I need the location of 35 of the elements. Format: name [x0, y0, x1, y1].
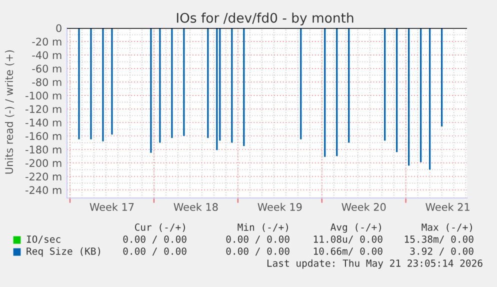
y-tick-label: -240 m [26, 186, 62, 194]
y-tick-label: -120 m [26, 105, 62, 114]
y-tick-label: -80 m [32, 78, 62, 86]
text: 0.00 / 0.00 [226, 235, 290, 244]
x-tick-label: Week 20 [342, 202, 386, 211]
y-tick-label: -20 m [32, 38, 62, 46]
text: Cur (-/+) [134, 223, 185, 232]
legend-label: IO/sec [26, 235, 60, 244]
text: 0.00 / 0.00 [226, 247, 290, 256]
y-tick-label: -220 m [26, 172, 62, 181]
text: Avg (-/+) [330, 223, 381, 233]
y-tick-label: 0 [56, 24, 62, 32]
x-tick-label: Week 18 [174, 202, 218, 211]
y-tick-label: -140 m [26, 118, 62, 127]
text: 0.00 / 0.00 [123, 247, 186, 256]
text: 10.66m/ 0.00 [314, 247, 382, 256]
text: Max (-/+) [422, 223, 472, 232]
y-tick-label: -180 m [26, 146, 62, 154]
legend-label: Req Size (KB) [26, 247, 100, 257]
text: Last update: Thu May 21 23:05:14 2026 [267, 259, 482, 269]
y-axis-title: Units read (-) / write (+) [4, 50, 14, 174]
x-tick-label: Week 19 [258, 202, 302, 211]
chart-title: IOs for /dev/fd0 - by month [176, 12, 354, 26]
x-tick-label: Week 21 [426, 202, 470, 211]
text: 3.92 / 0.00 [410, 247, 474, 256]
y-tick-label: -40 m [32, 51, 62, 60]
text: 0.00 / 0.00 [123, 235, 186, 244]
text: 15.38m/ 0.00 [404, 235, 474, 244]
text: Min (-/+) [238, 223, 288, 232]
y-tick-label: -160 m [26, 132, 62, 140]
y-tick-label: -100 m [26, 92, 62, 100]
text: 11.08u/ 0.00 [314, 235, 382, 244]
y-tick-label: -200 m [26, 159, 62, 168]
x-tick-label: Week 17 [90, 202, 134, 211]
y-tick-label: -60 m [32, 64, 62, 73]
